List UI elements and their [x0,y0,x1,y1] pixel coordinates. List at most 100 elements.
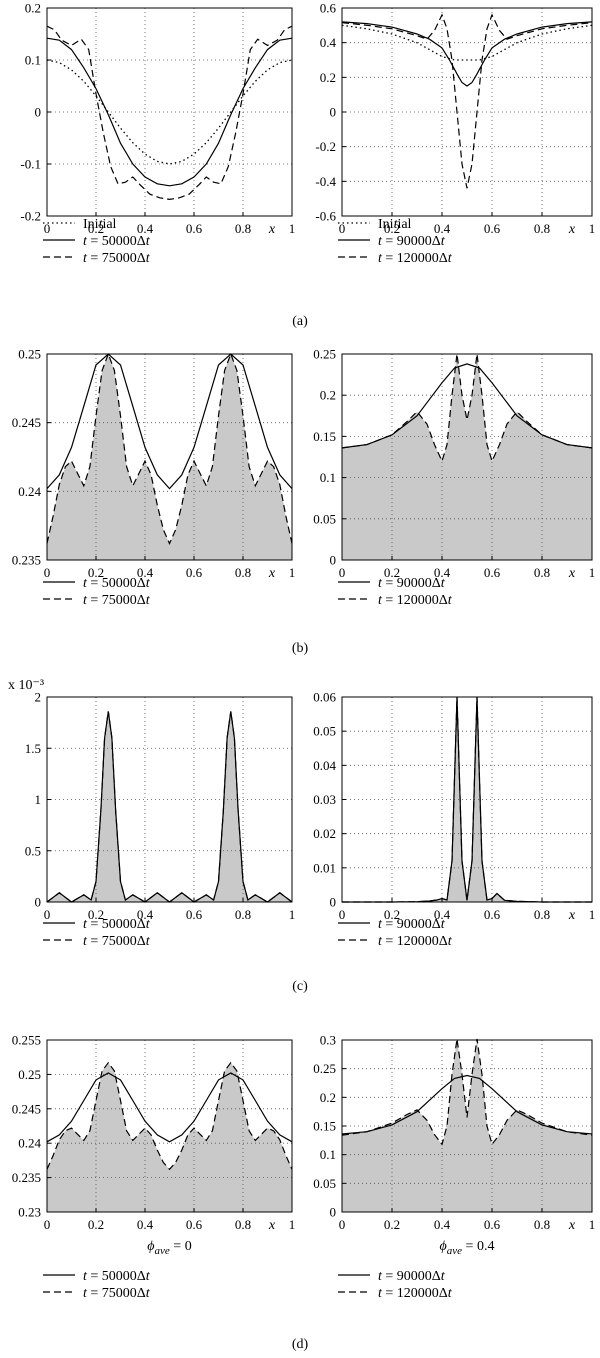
axes-box [46,1039,293,1213]
legend-label: t = 90000Δt [378,234,446,249]
series-line-dotted [341,24,593,61]
x-axis-label: x [268,222,276,237]
y-tick-label: 0.05 [313,511,336,526]
x-tick-label: 0.4 [137,907,154,922]
x-tick-label: 0.4 [137,1217,154,1232]
y-tick-label: 0.4 [320,35,337,50]
x-tick-label: 0.8 [235,221,251,236]
y-tick-label: 0.25 [18,1067,41,1082]
y-tick-label: 0.1 [320,470,336,485]
x-tick-label: 0 [44,1217,51,1232]
x-tick-label: 1 [289,1217,296,1232]
series-line-dashed [46,711,293,903]
x-tick-label: 0.2 [88,1217,104,1232]
y-tick-label: 1.5 [25,741,41,756]
y-tick-label: 0.2 [320,388,336,403]
y-tick-label: 0.01 [313,860,336,875]
series-line-dotted [46,59,293,165]
x-axis-label: x [268,566,276,581]
y-tick-label: 0.3 [320,1033,336,1048]
y-tick-label: 2 [35,690,42,705]
series-line-solid [341,1074,593,1135]
y-tick-label: 0.2 [320,70,336,85]
x-tick-label: 0.4 [137,565,154,580]
x-tick-label: 0.4 [434,1217,451,1232]
legend-label: t = 90000Δt [378,1269,446,1284]
axes-box [341,353,593,561]
y-tick-label: 1 [35,792,42,807]
y-tick-label: 0.04 [313,758,336,773]
chart-d-right: 0 0.2 0.4 0.6 0.8 1 0 0.05 0.1 0.15 0.2 0.25 0.3 x ϕav… [313,1033,595,1302]
x-tick-label: 0.4 [434,565,451,580]
x-tick-label: 0 [339,907,346,922]
panel-caption: (b) [292,641,309,656]
y-tick-label: 0.1 [25,53,41,68]
series-line-solid [46,1072,293,1143]
y-tick-label: 0.06 [313,690,336,705]
y-tick-label: 0 [35,105,42,120]
legend-label: t = 120000Δt [378,934,453,949]
y-tick-label: 0.2 [25,1,41,16]
legend: Initial t = 90000Δt t = 120000Δt [338,217,453,266]
x-tick-label: 0.2 [384,907,400,922]
x-tick-label: 0.8 [235,1217,251,1232]
x-tick-label: 1 [589,1217,596,1232]
x-tick-label: 0 [44,907,51,922]
legend: t = 90000Δt t = 120000Δt [338,917,453,949]
legend-label: t = 50000Δt [83,576,151,591]
series-line-solid [341,363,593,449]
legend-label: t = 120000Δt [378,593,453,608]
series-line-dashed [342,696,592,903]
series-line-solid [341,21,593,87]
panel-c: 0 0.2 0.4 0.6 0.8 1 0 0.5 1 1.5 2x 10⁻³ t = 50000Δt… [8,678,595,994]
series-line-dashed [46,25,293,201]
chart-b-right: 0 0.2 0.4 0.6 0.8 1 0 0.05 0.1 0.15 0.2 0.25 x t = 90… [313,347,595,609]
legend-label: t = 50000Δt [83,917,151,932]
x-tick-label: 1 [289,221,296,236]
x-tick-label: 0.2 [88,565,104,580]
legend-label: t = 75000Δt [83,593,151,608]
y-tick-label: 0 [330,895,337,910]
legend-label: t = 75000Δt [83,1286,151,1301]
chart-c-left: 0 0.2 0.4 0.6 0.8 1 0 0.5 1 1.5 2x 10⁻³ t = 50000Δt… [8,678,295,949]
chart-a-left: 0 0.2 0.4 0.6 0.8 1 -0.2 -0.1 0 0.1 0.2 x Initial t =… [20,1,295,267]
x-axis-label: x [568,566,576,581]
x-tick-label: 0.6 [186,907,203,922]
x-tick-label: 0 [339,221,346,236]
x-tick-label: 0 [44,565,51,580]
y-tick-label: 0.235 [12,553,41,568]
x-tick-label: 0.2 [384,221,400,236]
y-tick-label: 0.6 [320,1,337,16]
legend: t = 50000Δt t = 75000Δt [43,576,151,608]
legend-label: t = 90000Δt [378,576,446,591]
x-tick-label: 1 [589,907,596,922]
y-tick-label: -0.2 [315,139,336,154]
x-tick-label: 0.8 [235,907,251,922]
legend-label: t = 120000Δt [378,1286,453,1301]
x-tick-label: 0.8 [534,221,550,236]
x-tick-label: 0.6 [186,1217,203,1232]
legend-label: t = 120000Δt [378,251,453,266]
series-line-dashed [341,13,593,189]
x-tick-label: 1 [289,565,296,580]
panel-d: 0 0.2 0.4 0.6 0.8 1 0.23 0.235 0.24 0.245 0.25 0.25… [12,1033,596,1353]
y-tick-label: 0.235 [12,1170,41,1185]
x-tick-label: 0.8 [534,565,550,580]
x-tick-label: 0.6 [186,565,203,580]
y-tick-label: -0.1 [20,157,41,172]
y-tick-label: 0.5 [25,843,41,858]
x-tick-label: 0.2 [88,907,104,922]
x-tick-label: 0 [339,565,346,580]
legend: t = 50000Δt t = 75000Δt [43,1269,151,1301]
x-tick-label: 0 [44,221,51,236]
panel-caption: (c) [292,979,308,994]
y-tick-label: 0 [330,1205,337,1220]
x-tick-label: 0.4 [434,221,451,236]
y-tick-label: 0.03 [313,792,336,807]
legend-label: Initial [378,217,412,232]
y-tick-label: 0.25 [18,347,41,362]
series-line-solid [46,711,293,903]
x-tick-label: 0.2 [384,1217,400,1232]
x-tick-label: 0.6 [484,565,501,580]
legend-label: t = 75000Δt [83,251,151,266]
